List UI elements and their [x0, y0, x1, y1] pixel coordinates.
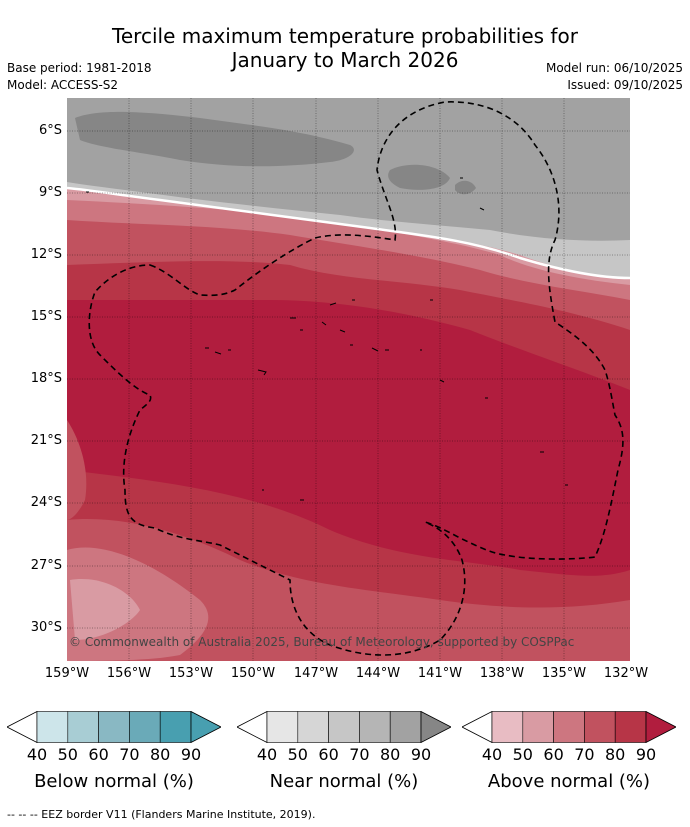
map-title: Tercile maximum temperature probabilitie…: [0, 24, 690, 72]
colorbar-tick-label: 40: [256, 745, 278, 764]
islands: [86, 177, 568, 501]
title-line-1: Tercile maximum temperature probabilitie…: [112, 24, 578, 48]
model-name: Model: ACCESS-S2: [7, 78, 119, 92]
colorbar-tick-label: 60: [318, 745, 339, 764]
footer-note: -- -- -- EEZ border V11 (Flanders Marine…: [7, 808, 316, 821]
colorbar-label: Above normal (%): [487, 771, 651, 792]
region-near-dark: [75, 111, 354, 167]
region-above-70-south: [67, 519, 630, 661]
lon-tick-label: 159°W: [44, 666, 90, 681]
copyright-text: © Commonwealth of Australia 2025, Bureau…: [69, 635, 574, 649]
colorbar-max-arrow: [190, 711, 221, 743]
lon-tick-label: 141°W: [417, 666, 463, 681]
colorbar-segment: [328, 711, 360, 743]
region-near-dark-tiny: [455, 180, 476, 195]
lat-tick-label: 24°S: [30, 495, 62, 510]
colorbar-max-arrow: [420, 711, 451, 743]
colorbar-segment: [522, 711, 554, 743]
base-period: Base period: 1981-2018: [7, 61, 152, 75]
lon-tick-label: 144°W: [355, 666, 401, 681]
lat-tick-label: 6°S: [38, 123, 62, 138]
meta-left: Base period: 1981-2018 Model: ACCESS-S2: [7, 60, 152, 94]
colorbar-0: [7, 711, 221, 743]
lon-tick-label: 147°W: [293, 666, 339, 681]
region-above-70-west: [67, 420, 87, 520]
meta-right: Model run: 06/10/2025 Issued: 09/10/2025: [546, 60, 683, 94]
colorbar-min-arrow: [237, 711, 268, 743]
colorbar-segment: [36, 711, 69, 743]
colorbar-segment: [584, 711, 616, 743]
colorbar-segment: [266, 711, 299, 743]
lon-tick-label: 156°W: [106, 666, 152, 681]
colorbar-tick-label: 40: [481, 745, 503, 764]
colorbar-2: [462, 711, 676, 743]
lat-tick-label: 18°S: [30, 371, 62, 386]
lat-tick-label: 12°S: [30, 247, 62, 262]
issued-date: Issued: 09/10/2025: [567, 78, 683, 92]
colorbar-tick-label: 50: [512, 745, 533, 764]
lon-tick-label: 153°W: [168, 666, 214, 681]
colorbar-tick-label: 80: [380, 745, 401, 764]
colorbar-tick-label: 40: [26, 745, 48, 764]
colorbar-segment: [359, 711, 391, 743]
colorbar-segment: [389, 711, 422, 743]
colorbar-tick-label: 60: [543, 745, 564, 764]
colorbar-segment: [159, 711, 192, 743]
colorbar-tick-label: 70: [349, 745, 370, 764]
colorbar-tick-label: 50: [287, 745, 308, 764]
colorbar-tick-label: 70: [119, 745, 140, 764]
lat-tick-label: 30°S: [30, 620, 62, 635]
colorbar-segment: [129, 711, 161, 743]
region-near-dark-east: [388, 164, 450, 190]
colorbar-tick-label: 80: [150, 745, 171, 764]
colorbar-min-arrow: [462, 711, 493, 743]
colorbar-segment: [491, 711, 524, 743]
colorbar-label: Below normal (%): [34, 771, 194, 792]
lat-tick-label: 27°S: [30, 558, 62, 573]
title-line-2: January to March 2026: [231, 48, 459, 72]
lon-tick-label: 135°W: [541, 666, 587, 681]
colorbar-segment: [553, 711, 585, 743]
forecast-map: © Commonwealth of Australia 2025, Bureau…: [67, 98, 630, 661]
colorbar-tick-label: 90: [410, 745, 432, 764]
lon-tick-label: 132°W: [603, 666, 649, 681]
colorbar-tick-label: 70: [574, 745, 595, 764]
colorbar-min-arrow: [7, 711, 38, 743]
model-run: Model run: 06/10/2025: [545, 61, 683, 75]
colorbar-1: [237, 711, 451, 743]
colorbar-segment: [67, 711, 99, 743]
colorbar-tick-label: 50: [57, 745, 78, 764]
lat-tick-label: 21°S: [30, 433, 62, 448]
region-above-50-south: [70, 579, 140, 640]
lon-tick-label: 150°W: [230, 666, 276, 681]
boundary-line: [67, 186, 630, 280]
colorbar-tick-label: 80: [605, 745, 626, 764]
lat-tick-label: 9°S: [38, 185, 62, 200]
colorbar-max-arrow: [645, 711, 676, 743]
colorbar-label: Near normal (%): [269, 771, 419, 792]
colorbar-segment: [98, 711, 130, 743]
colorbar-tick-label: 60: [88, 745, 109, 764]
lon-tick-label: 138°W: [479, 666, 525, 681]
colorbar-tick-label: 90: [635, 745, 657, 764]
lat-tick-label: 15°S: [30, 309, 62, 324]
colorbar-tick-label: 90: [180, 745, 202, 764]
colorbar-segment: [614, 711, 647, 743]
colorbar-segment: [297, 711, 329, 743]
